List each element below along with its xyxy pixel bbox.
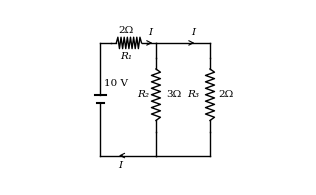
Text: I: I — [191, 28, 196, 37]
Text: I: I — [149, 28, 153, 37]
Text: 2Ω: 2Ω — [218, 90, 234, 99]
Text: I: I — [118, 161, 123, 170]
Text: R₂: R₂ — [137, 90, 149, 99]
Text: 10 V: 10 V — [104, 79, 128, 88]
Text: 2Ω: 2Ω — [118, 26, 134, 35]
Text: R₃: R₃ — [187, 90, 199, 99]
Text: 3Ω: 3Ω — [167, 90, 182, 99]
Text: R₁: R₁ — [120, 52, 132, 61]
